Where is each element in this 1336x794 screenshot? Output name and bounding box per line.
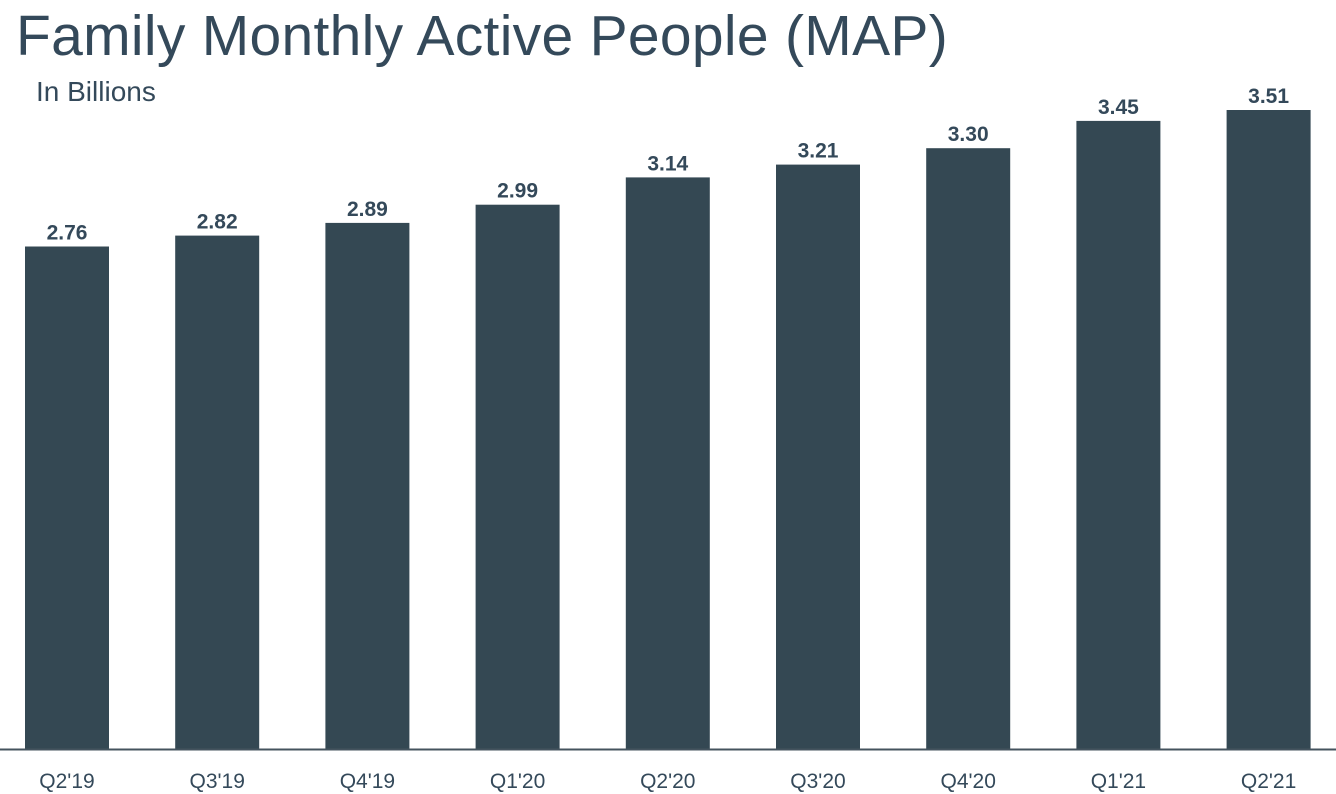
data-label-Q3'20: 3.21	[798, 140, 839, 163]
data-labels: 2.76 2.82 2.89 2.99 3.14 3.21 3.30 3.45 3.51	[47, 85, 1290, 245]
tick-label-Q3'19: Q3'19	[190, 770, 245, 793]
x-axis-tick-labels: Q2'19 Q3'19 Q4'19 Q1'20 Q2'20 Q3'20 Q4'20 Q1'21…	[39, 770, 1296, 793]
data-label-Q2'20: 3.14	[647, 152, 688, 175]
bar-Q4'20	[926, 148, 1011, 749]
tick-label-Q1'20: Q1'20	[490, 770, 545, 793]
data-label-Q1'20: 2.99	[497, 180, 538, 203]
bar-Q4'19	[325, 222, 410, 749]
bar-Q1'20	[475, 204, 560, 749]
tick-label-Q2'20: Q2'20	[640, 770, 695, 793]
chart-title: Family Monthly Active People (MAP)	[16, 4, 948, 68]
data-label-Q4'19: 2.89	[347, 198, 388, 221]
bar-Q1'21	[1076, 120, 1161, 749]
data-label-Q4'20: 3.30	[948, 123, 989, 146]
data-label-Q3'19: 2.82	[197, 211, 238, 234]
bar-Q2'21	[1226, 110, 1311, 749]
tick-label-Q4'20: Q4'20	[941, 770, 996, 793]
data-label-Q1'21: 3.45	[1098, 96, 1139, 119]
bar-Q2'20	[625, 177, 710, 749]
data-label-Q2'21: 3.51	[1248, 85, 1289, 108]
data-label-Q2'19: 2.76	[47, 222, 88, 245]
tick-label-Q2'19: Q2'19	[39, 770, 94, 793]
tick-label-Q1'21: Q1'21	[1091, 770, 1146, 793]
tick-label-Q3'20: Q3'20	[790, 770, 845, 793]
bar-Q3'19	[175, 235, 260, 750]
tick-label-Q4'19: Q4'19	[340, 770, 395, 793]
bar-Q2'19	[25, 246, 109, 749]
chart-subtitle: In Billions	[36, 76, 156, 107]
tick-label-Q2'21: Q2'21	[1241, 770, 1296, 793]
bar-series	[25, 110, 1311, 750]
bar-Q3'20	[776, 164, 860, 750]
